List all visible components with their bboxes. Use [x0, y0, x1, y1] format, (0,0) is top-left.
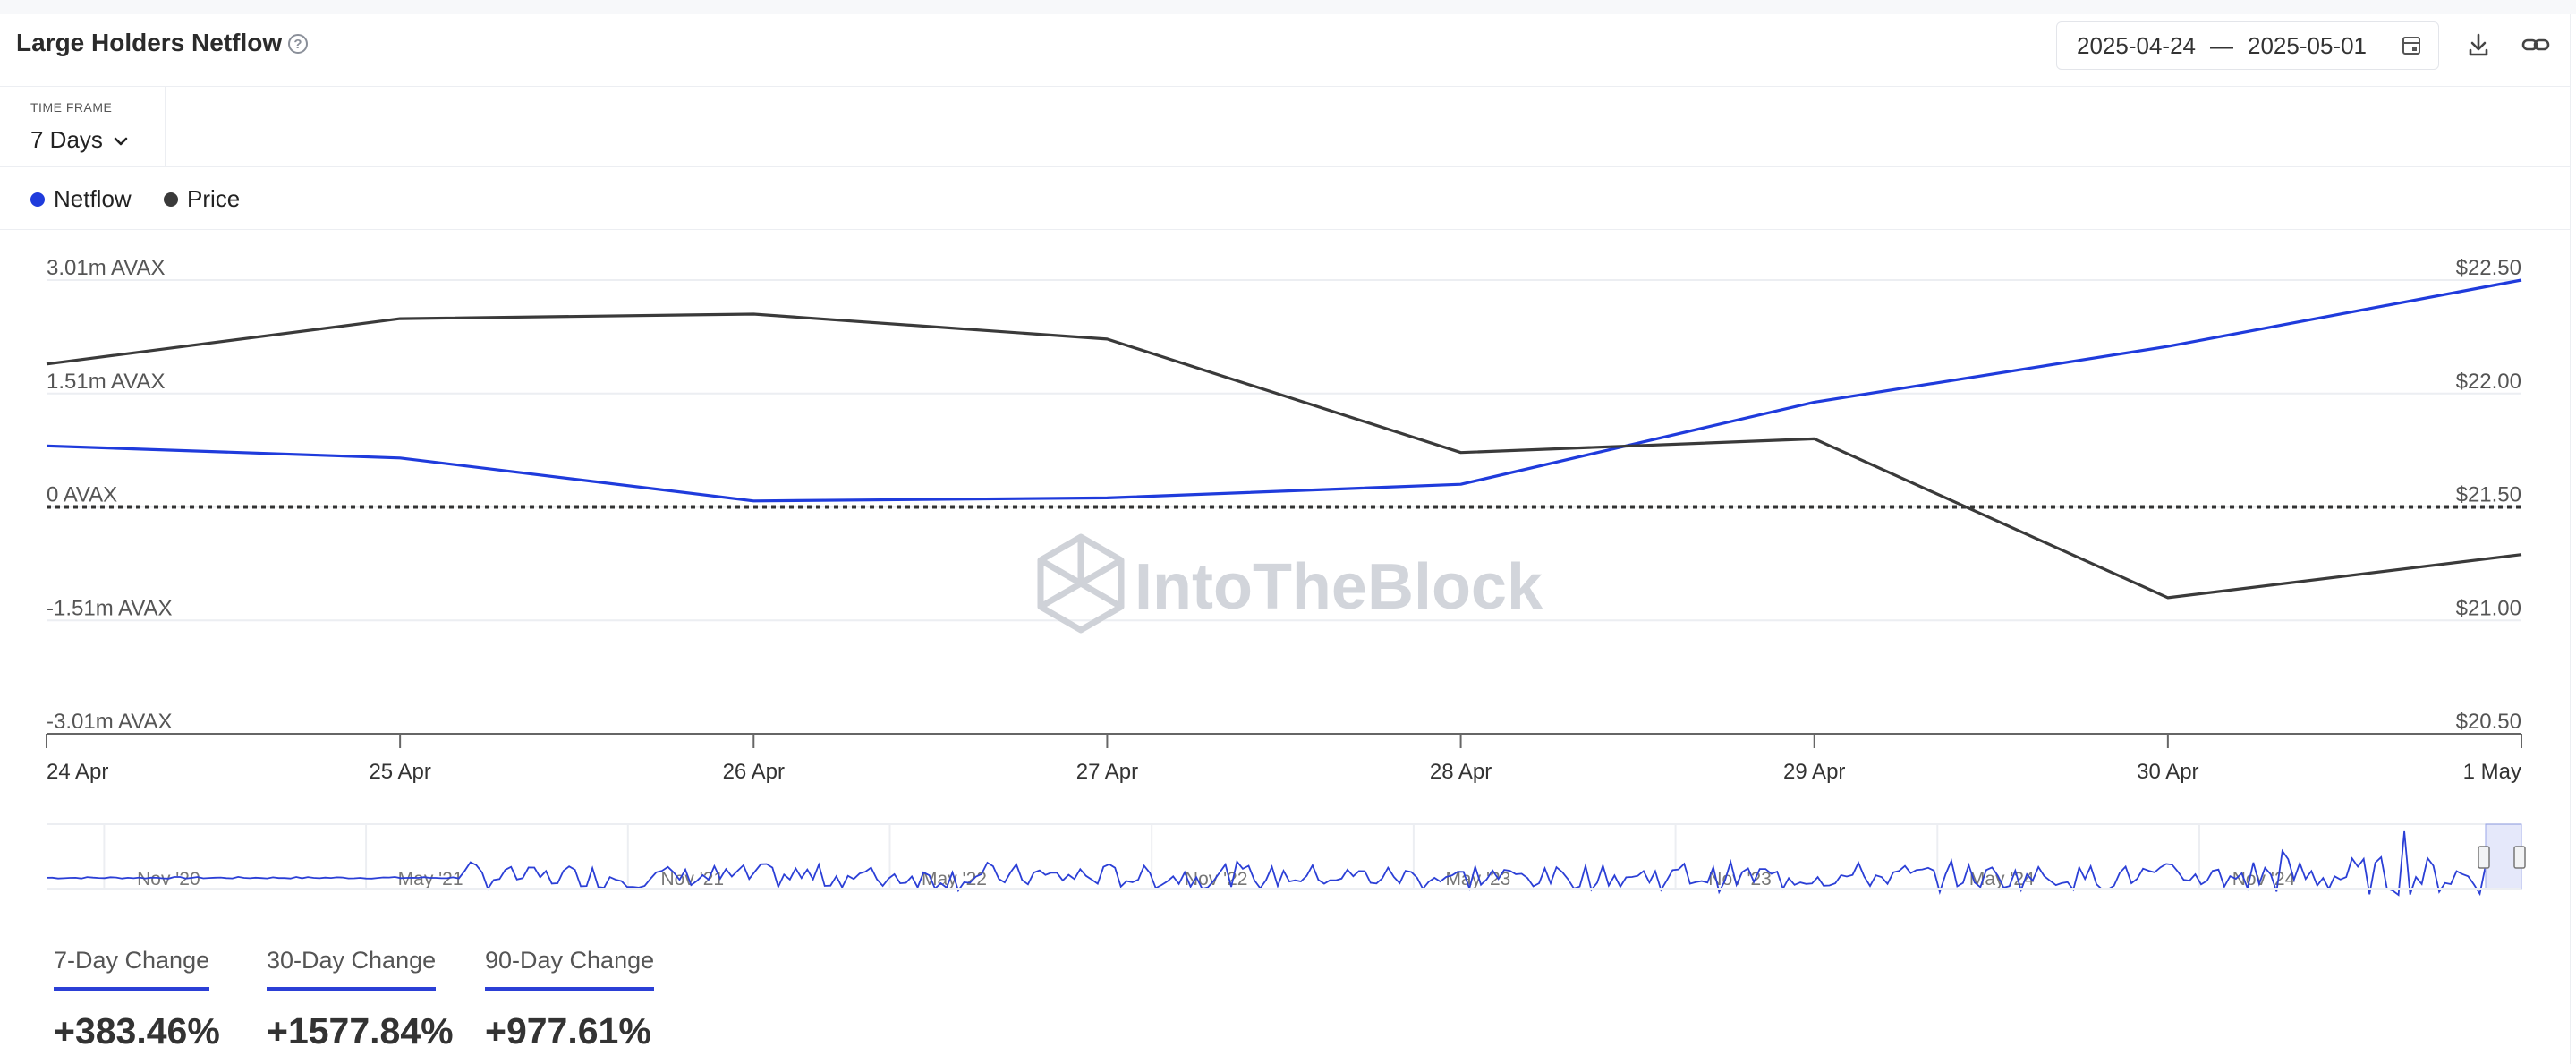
x-tick-label: 29 Apr	[1783, 760, 1845, 784]
navigator-sparkline	[46, 830, 2487, 897]
legend-netflow-label: Netflow	[54, 185, 132, 212]
y-left-tick-label: -1.51m AVAX	[47, 596, 173, 620]
link-icon[interactable]	[2518, 27, 2554, 63]
top-strip	[0, 0, 2576, 14]
stat-30day[interactable]: 30-Day Change +1577.84%	[267, 947, 454, 1052]
y-right-tick-label: $20.50	[2456, 710, 2521, 734]
legend-divider	[0, 229, 2570, 230]
y-left-tick-label: 3.01m AVAX	[47, 256, 166, 280]
stat-7day[interactable]: 7-Day Change +383.46%	[54, 947, 220, 1052]
y-right-tick-label: $22.50	[2456, 256, 2521, 280]
legend-netflow[interactable]: Netflow	[30, 185, 132, 213]
y-left-tick-label: -3.01m AVAX	[47, 710, 173, 734]
chevron-down-icon	[114, 137, 128, 146]
date-to: 2025-05-01	[2248, 31, 2367, 59]
x-tick-label: 26 Apr	[723, 760, 785, 784]
x-tick-label: 30 Apr	[2137, 760, 2198, 784]
legend-price-label: Price	[187, 185, 241, 212]
download-icon[interactable]	[2461, 27, 2496, 63]
timeframe-select[interactable]: 7 Days	[30, 126, 129, 154]
watermark-text: IntoTheBlock	[1135, 551, 1543, 623]
legend-price[interactable]: Price	[164, 185, 240, 213]
timeframe-divider	[165, 87, 166, 166]
netflow-dot	[30, 192, 45, 207]
date-range-picker[interactable]: 2025-04-24 — 2025-05-01	[2056, 21, 2439, 70]
date-from: 2025-04-24	[2077, 31, 2196, 59]
date-separator: —	[2210, 31, 2233, 59]
navigator-handle[interactable]	[2513, 846, 2526, 869]
y-right-tick-label: $21.50	[2456, 483, 2521, 507]
navigator-label: Nov '22	[1185, 869, 1248, 890]
y-right-tick-label: $22.00	[2456, 370, 2521, 394]
navigator-label: May '23	[1445, 869, 1510, 890]
header-divider	[0, 86, 2570, 87]
y-left-tick-label: 1.51m AVAX	[47, 370, 166, 394]
stat-30day-value: +1577.84%	[267, 1010, 454, 1051]
stat-30day-label: 30-Day Change	[267, 947, 437, 991]
x-tick-label: 24 Apr	[47, 760, 108, 784]
navigator-label: Nov '23	[1708, 869, 1772, 890]
y-right-tick-label: $21.00	[2456, 596, 2521, 620]
series-line-netflow	[46, 278, 2522, 503]
stat-90day-label: 90-Day Change	[485, 947, 655, 991]
stat-90day[interactable]: 90-Day Change +977.61%	[485, 947, 655, 1052]
stat-90day-value: +977.61%	[485, 1010, 651, 1051]
stat-7day-value: +383.46%	[54, 1010, 220, 1051]
toolbar-divider	[0, 166, 2570, 167]
x-tick-label: 25 Apr	[369, 760, 430, 784]
navigator-handle[interactable]	[2478, 846, 2490, 869]
stat-7day-label: 7-Day Change	[54, 947, 210, 991]
watermark-logo-icon	[1037, 533, 1125, 634]
watermark: IntoTheBlock	[1037, 533, 1543, 634]
price-dot	[164, 192, 178, 207]
help-icon[interactable]: ?	[288, 34, 308, 54]
x-tick-label: 1 May	[2463, 760, 2521, 784]
page-title: Large Holders Netflow	[16, 29, 283, 56]
y-left-tick-label: 0 AVAX	[47, 483, 117, 507]
timeframe-value: 7 Days	[30, 126, 103, 153]
timeframe-label: TIME FRAME	[30, 100, 113, 115]
x-tick-label: 27 Apr	[1076, 760, 1138, 784]
series-line-price	[46, 312, 2522, 600]
x-tick-label: 28 Apr	[1430, 760, 1492, 784]
navigator-label: May '21	[398, 869, 463, 890]
calendar-icon	[2402, 37, 2420, 55]
navigator-label: Nov '21	[661, 869, 725, 890]
